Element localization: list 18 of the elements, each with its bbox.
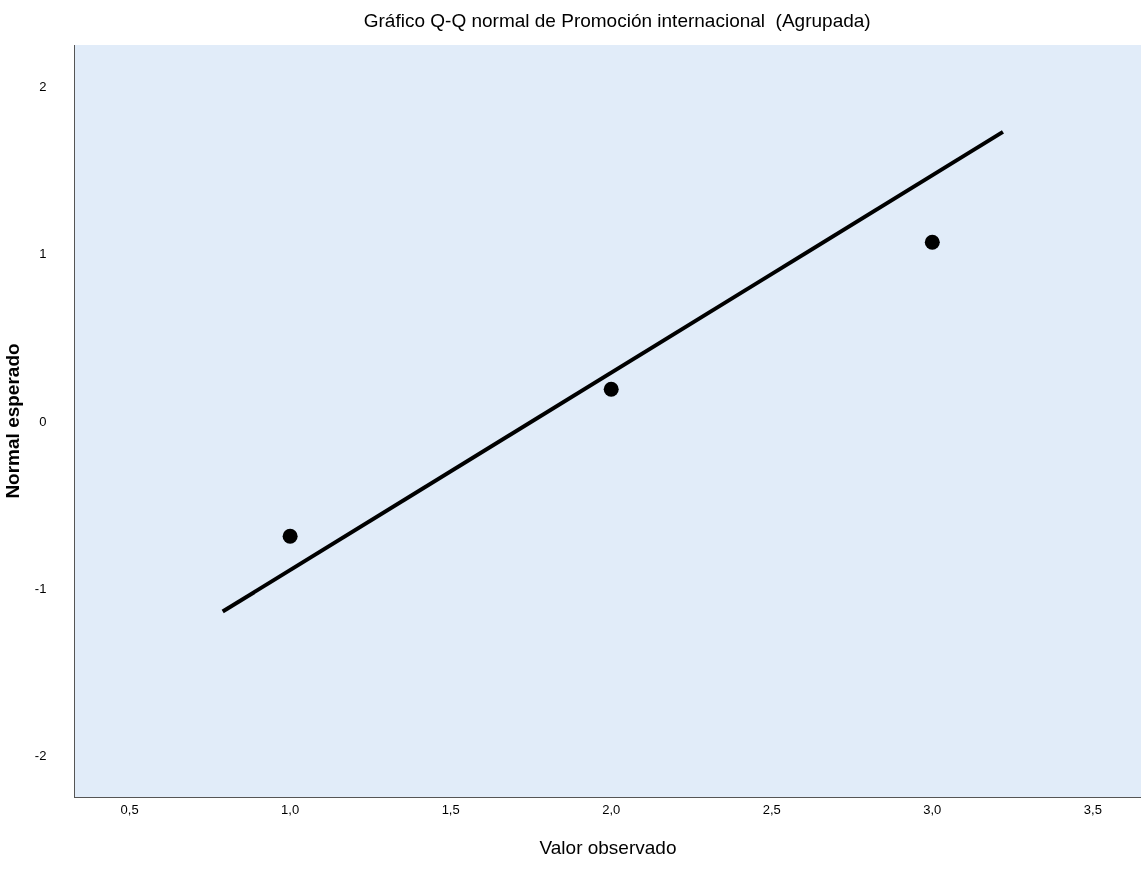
y-tick-label: 0 [39,413,47,429]
point [924,234,940,250]
x-axis-title: Valor observado [539,837,677,859]
y-tick-label: 2 [39,79,47,95]
point [282,528,298,544]
chart-title: Gráfico Q-Q normal de Promoción internacional (Agrupada) [363,9,871,31]
y-tick-label: -1 [34,580,47,596]
x-tick-label: 1,0 [281,801,300,817]
y-axis-title: Normal esperado [1,343,23,499]
y-tick-label: -2 [34,747,47,763]
y-tick-label: 1 [39,246,47,262]
x-tick-label: 0,5 [120,801,139,817]
x-tick-label: 1,5 [441,801,460,817]
x-tick-label: 2,0 [602,801,621,817]
x-tick-label: 3,5 [1083,801,1102,817]
point [603,381,619,397]
x-tick-label: 3,0 [923,801,942,817]
x-tick-label: 2,5 [762,801,781,817]
